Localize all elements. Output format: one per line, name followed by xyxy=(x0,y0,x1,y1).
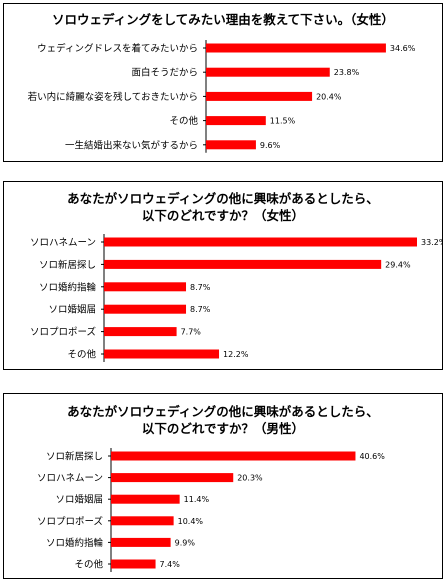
value-label: 33.2% xyxy=(421,238,442,247)
bar xyxy=(206,91,313,101)
category-label: ソロハネムーン xyxy=(30,238,96,249)
bar xyxy=(111,451,356,461)
bar xyxy=(206,116,266,126)
chart-title-line-2: 以下のどれですか？（女性） xyxy=(141,208,305,223)
category-label: ソロ婚姻届 xyxy=(55,494,103,506)
bar xyxy=(206,67,330,77)
category-label: ウェディングドレスを着てみたいから xyxy=(37,43,198,55)
chart-panel-reasons-female: ソロウェディングをしてみたい理由を教えて下さい。（女性） ウェディングドレスを着… xyxy=(3,3,443,162)
chart-title: あなたがソロウェディングの他に興味があるとしたら、 以下のどれですか？（女性） xyxy=(4,190,442,224)
bar xyxy=(104,259,382,269)
category-label: ソロプロポーズ xyxy=(30,326,97,338)
bar-chart-reasons: ウェディングドレスを着てみたいから 34.6% 面白そうだから 23.8% 若い内に綺麗… xyxy=(28,40,416,153)
bar xyxy=(111,537,171,547)
bar-chart-interest-female: ソロハネムーン 33.2% ソロ新居探し 29.4% ソロ婚約指輪 8.7% ソロ婚姻届 8.… xyxy=(30,234,442,362)
value-label: 12.2% xyxy=(223,350,249,359)
bar xyxy=(104,304,187,314)
category-label: 面白そうだから xyxy=(131,67,198,79)
bar xyxy=(111,494,180,504)
chart-title: ソロウェディングをしてみたい理由を教えて下さい。（女性） xyxy=(52,12,394,27)
value-label: 29.4% xyxy=(385,260,411,269)
value-label: 7.7% xyxy=(181,328,202,337)
category-label: 若い内に綺麗な姿を残しておきたいから xyxy=(28,91,198,103)
value-label: 8.7% xyxy=(190,283,211,292)
value-label: 34.6% xyxy=(390,44,416,53)
bar-chart-interest-male: ソロ新居探し 40.6% ソロハネムーン 20.3% ソロ婚姻届 11.4% ソロプロポーズ… xyxy=(37,448,385,572)
chart-panel-interest-female: あなたがソロウェディングの他に興味があるとしたら、 以下のどれですか？（女性） … xyxy=(3,181,443,370)
bar xyxy=(111,516,174,526)
bar xyxy=(111,559,156,569)
chart-title-line-1: あなたがソロウェディングの他に興味があるとしたら、 xyxy=(67,404,379,419)
value-label: 20.3% xyxy=(237,474,263,483)
chart-title-line-2: 以下のどれですか？（男性） xyxy=(141,421,305,436)
bar xyxy=(111,473,234,483)
bar xyxy=(104,327,177,337)
category-label: 一生結婚出来ない気がするから xyxy=(65,139,198,151)
category-label: ソロ新居探し xyxy=(46,451,103,463)
bar xyxy=(104,349,220,359)
chart-panel-interest-male: あなたがソロウェディングの他に興味があるとしたら、 以下のどれですか？（男性） … xyxy=(3,393,443,579)
category-label: ソロプロポーズ xyxy=(37,515,104,527)
bar xyxy=(206,140,256,150)
value-label: 9.9% xyxy=(175,538,196,547)
category-label: その他 xyxy=(74,559,103,571)
category-label: ソロ婚姻届 xyxy=(48,304,96,316)
value-label: 23.8% xyxy=(334,68,360,77)
chart-title-line-1: あなたがソロウェディングの他に興味があるとしたら、 xyxy=(67,191,379,206)
category-label: その他 xyxy=(169,115,198,127)
category-label: ソロ婚約指輪 xyxy=(46,537,104,549)
value-label: 20.4% xyxy=(316,92,342,101)
value-label: 11.5% xyxy=(270,117,296,126)
bar xyxy=(206,43,386,53)
value-label: 8.7% xyxy=(190,305,211,314)
bar xyxy=(104,237,417,247)
bar xyxy=(104,282,187,292)
value-label: 40.6% xyxy=(359,452,385,461)
value-label: 11.4% xyxy=(184,495,210,504)
category-label: ソロハネムーン xyxy=(37,473,103,484)
value-label: 9.6% xyxy=(260,141,281,150)
chart-title: あなたがソロウェディングの他に興味があるとしたら、 以下のどれですか？（男性） xyxy=(4,403,442,437)
value-label: 7.4% xyxy=(160,560,181,569)
value-label: 10.4% xyxy=(178,517,204,526)
category-label: ソロ婚約指輪 xyxy=(39,281,97,293)
category-label: ソロ新居探し xyxy=(39,259,96,271)
category-label: その他 xyxy=(67,349,96,361)
